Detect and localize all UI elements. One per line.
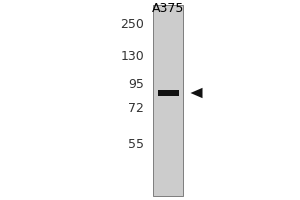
Text: 95: 95 xyxy=(128,78,144,90)
Polygon shape xyxy=(190,88,202,98)
Text: 250: 250 xyxy=(120,18,144,30)
FancyBboxPatch shape xyxy=(158,90,178,96)
Text: A375: A375 xyxy=(152,2,184,16)
Text: 55: 55 xyxy=(128,138,144,150)
Text: 130: 130 xyxy=(120,49,144,62)
FancyBboxPatch shape xyxy=(153,5,183,196)
Text: 72: 72 xyxy=(128,102,144,114)
